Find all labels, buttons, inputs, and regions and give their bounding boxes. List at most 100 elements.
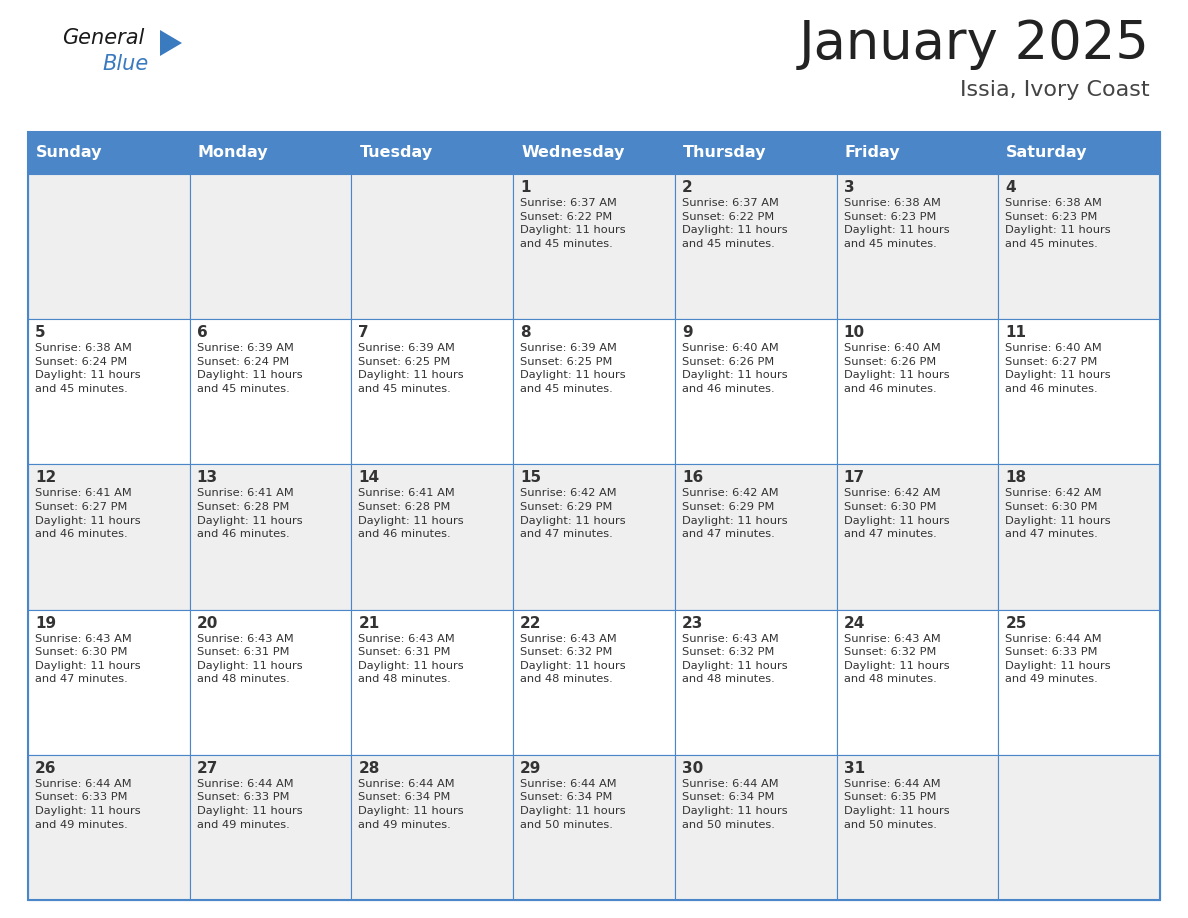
Text: Sunrise: 6:42 AM
Sunset: 6:29 PM
Daylight: 11 hours
and 47 minutes.: Sunrise: 6:42 AM Sunset: 6:29 PM Dayligh… xyxy=(682,488,788,539)
Text: January 2025: January 2025 xyxy=(800,18,1150,70)
Text: 18: 18 xyxy=(1005,470,1026,486)
Text: Sunrise: 6:42 AM
Sunset: 6:30 PM
Daylight: 11 hours
and 47 minutes.: Sunrise: 6:42 AM Sunset: 6:30 PM Dayligh… xyxy=(1005,488,1111,539)
Text: Sunrise: 6:43 AM
Sunset: 6:32 PM
Daylight: 11 hours
and 48 minutes.: Sunrise: 6:43 AM Sunset: 6:32 PM Dayligh… xyxy=(682,633,788,685)
Text: 15: 15 xyxy=(520,470,542,486)
Text: Sunrise: 6:43 AM
Sunset: 6:31 PM
Daylight: 11 hours
and 48 minutes.: Sunrise: 6:43 AM Sunset: 6:31 PM Dayligh… xyxy=(197,633,302,685)
Bar xyxy=(352,174,513,319)
Bar xyxy=(190,319,352,465)
Bar xyxy=(513,610,675,755)
Text: 19: 19 xyxy=(34,616,56,631)
Bar xyxy=(836,465,998,610)
Text: 22: 22 xyxy=(520,616,542,631)
Text: Tuesday: Tuesday xyxy=(360,145,432,161)
Bar xyxy=(998,132,1159,174)
Text: 10: 10 xyxy=(843,325,865,341)
Bar xyxy=(352,132,513,174)
Text: Sunrise: 6:41 AM
Sunset: 6:28 PM
Daylight: 11 hours
and 46 minutes.: Sunrise: 6:41 AM Sunset: 6:28 PM Dayligh… xyxy=(197,488,302,539)
Bar xyxy=(675,132,836,174)
Text: Sunrise: 6:39 AM
Sunset: 6:25 PM
Daylight: 11 hours
and 45 minutes.: Sunrise: 6:39 AM Sunset: 6:25 PM Dayligh… xyxy=(520,343,626,394)
Bar xyxy=(29,132,1159,900)
Text: Wednesday: Wednesday xyxy=(522,145,625,161)
Text: General: General xyxy=(62,28,144,48)
Bar xyxy=(998,174,1159,319)
Bar xyxy=(998,319,1159,465)
Text: Sunrise: 6:44 AM
Sunset: 6:34 PM
Daylight: 11 hours
and 49 minutes.: Sunrise: 6:44 AM Sunset: 6:34 PM Dayligh… xyxy=(359,778,465,830)
Text: 30: 30 xyxy=(682,761,703,776)
Text: Sunrise: 6:38 AM
Sunset: 6:23 PM
Daylight: 11 hours
and 45 minutes.: Sunrise: 6:38 AM Sunset: 6:23 PM Dayligh… xyxy=(843,198,949,249)
Bar xyxy=(513,132,675,174)
Text: 14: 14 xyxy=(359,470,379,486)
Text: 2: 2 xyxy=(682,180,693,195)
Bar xyxy=(675,174,836,319)
Bar xyxy=(352,610,513,755)
Bar xyxy=(190,755,352,900)
Text: Sunrise: 6:44 AM
Sunset: 6:33 PM
Daylight: 11 hours
and 49 minutes.: Sunrise: 6:44 AM Sunset: 6:33 PM Dayligh… xyxy=(1005,633,1111,685)
Text: Sunrise: 6:40 AM
Sunset: 6:27 PM
Daylight: 11 hours
and 46 minutes.: Sunrise: 6:40 AM Sunset: 6:27 PM Dayligh… xyxy=(1005,343,1111,394)
Bar xyxy=(675,610,836,755)
Bar xyxy=(352,465,513,610)
Text: 17: 17 xyxy=(843,470,865,486)
Text: 29: 29 xyxy=(520,761,542,776)
Bar xyxy=(29,132,190,174)
Bar xyxy=(513,319,675,465)
Bar xyxy=(190,132,352,174)
Bar xyxy=(675,319,836,465)
Bar xyxy=(29,174,190,319)
Text: 3: 3 xyxy=(843,180,854,195)
Text: Sunrise: 6:39 AM
Sunset: 6:25 PM
Daylight: 11 hours
and 45 minutes.: Sunrise: 6:39 AM Sunset: 6:25 PM Dayligh… xyxy=(359,343,465,394)
Text: 24: 24 xyxy=(843,616,865,631)
Text: Issia, Ivory Coast: Issia, Ivory Coast xyxy=(960,80,1150,100)
Text: 6: 6 xyxy=(197,325,208,341)
Text: Sunrise: 6:44 AM
Sunset: 6:35 PM
Daylight: 11 hours
and 50 minutes.: Sunrise: 6:44 AM Sunset: 6:35 PM Dayligh… xyxy=(843,778,949,830)
Text: Sunrise: 6:44 AM
Sunset: 6:34 PM
Daylight: 11 hours
and 50 minutes.: Sunrise: 6:44 AM Sunset: 6:34 PM Dayligh… xyxy=(682,778,788,830)
Text: 21: 21 xyxy=(359,616,380,631)
Text: Sunrise: 6:43 AM
Sunset: 6:32 PM
Daylight: 11 hours
and 48 minutes.: Sunrise: 6:43 AM Sunset: 6:32 PM Dayligh… xyxy=(520,633,626,685)
Bar xyxy=(998,465,1159,610)
Bar xyxy=(29,610,190,755)
Bar xyxy=(836,755,998,900)
Bar xyxy=(190,465,352,610)
Bar xyxy=(836,174,998,319)
Text: Friday: Friday xyxy=(845,145,901,161)
Text: 28: 28 xyxy=(359,761,380,776)
Text: 9: 9 xyxy=(682,325,693,341)
Bar xyxy=(29,465,190,610)
Bar xyxy=(513,755,675,900)
Text: Sunrise: 6:37 AM
Sunset: 6:22 PM
Daylight: 11 hours
and 45 minutes.: Sunrise: 6:37 AM Sunset: 6:22 PM Dayligh… xyxy=(520,198,626,249)
Text: 27: 27 xyxy=(197,761,219,776)
Text: 8: 8 xyxy=(520,325,531,341)
Bar xyxy=(998,610,1159,755)
Text: Sunrise: 6:38 AM
Sunset: 6:24 PM
Daylight: 11 hours
and 45 minutes.: Sunrise: 6:38 AM Sunset: 6:24 PM Dayligh… xyxy=(34,343,140,394)
Bar xyxy=(836,132,998,174)
Text: 4: 4 xyxy=(1005,180,1016,195)
Bar xyxy=(836,319,998,465)
Text: Sunrise: 6:39 AM
Sunset: 6:24 PM
Daylight: 11 hours
and 45 minutes.: Sunrise: 6:39 AM Sunset: 6:24 PM Dayligh… xyxy=(197,343,302,394)
Text: Sunrise: 6:43 AM
Sunset: 6:31 PM
Daylight: 11 hours
and 48 minutes.: Sunrise: 6:43 AM Sunset: 6:31 PM Dayligh… xyxy=(359,633,465,685)
Bar xyxy=(29,755,190,900)
Text: 1: 1 xyxy=(520,180,531,195)
Text: Sunrise: 6:44 AM
Sunset: 6:33 PM
Daylight: 11 hours
and 49 minutes.: Sunrise: 6:44 AM Sunset: 6:33 PM Dayligh… xyxy=(197,778,302,830)
Text: Monday: Monday xyxy=(197,145,268,161)
Bar xyxy=(836,610,998,755)
Bar xyxy=(513,465,675,610)
Text: Blue: Blue xyxy=(102,54,148,74)
Text: Sunrise: 6:42 AM
Sunset: 6:29 PM
Daylight: 11 hours
and 47 minutes.: Sunrise: 6:42 AM Sunset: 6:29 PM Dayligh… xyxy=(520,488,626,539)
Bar xyxy=(675,465,836,610)
Text: Sunrise: 6:38 AM
Sunset: 6:23 PM
Daylight: 11 hours
and 45 minutes.: Sunrise: 6:38 AM Sunset: 6:23 PM Dayligh… xyxy=(1005,198,1111,249)
Bar xyxy=(352,755,513,900)
Text: 11: 11 xyxy=(1005,325,1026,341)
Text: 20: 20 xyxy=(197,616,219,631)
Text: Sunrise: 6:37 AM
Sunset: 6:22 PM
Daylight: 11 hours
and 45 minutes.: Sunrise: 6:37 AM Sunset: 6:22 PM Dayligh… xyxy=(682,198,788,249)
Text: Thursday: Thursday xyxy=(683,145,766,161)
Text: 5: 5 xyxy=(34,325,45,341)
Text: 13: 13 xyxy=(197,470,217,486)
Text: Sunrise: 6:42 AM
Sunset: 6:30 PM
Daylight: 11 hours
and 47 minutes.: Sunrise: 6:42 AM Sunset: 6:30 PM Dayligh… xyxy=(843,488,949,539)
Bar xyxy=(29,319,190,465)
Bar xyxy=(998,755,1159,900)
Text: Saturday: Saturday xyxy=(1006,145,1088,161)
Text: 25: 25 xyxy=(1005,616,1026,631)
Text: 16: 16 xyxy=(682,470,703,486)
Polygon shape xyxy=(160,30,182,56)
Text: Sunday: Sunday xyxy=(36,145,102,161)
Text: Sunrise: 6:43 AM
Sunset: 6:32 PM
Daylight: 11 hours
and 48 minutes.: Sunrise: 6:43 AM Sunset: 6:32 PM Dayligh… xyxy=(843,633,949,685)
